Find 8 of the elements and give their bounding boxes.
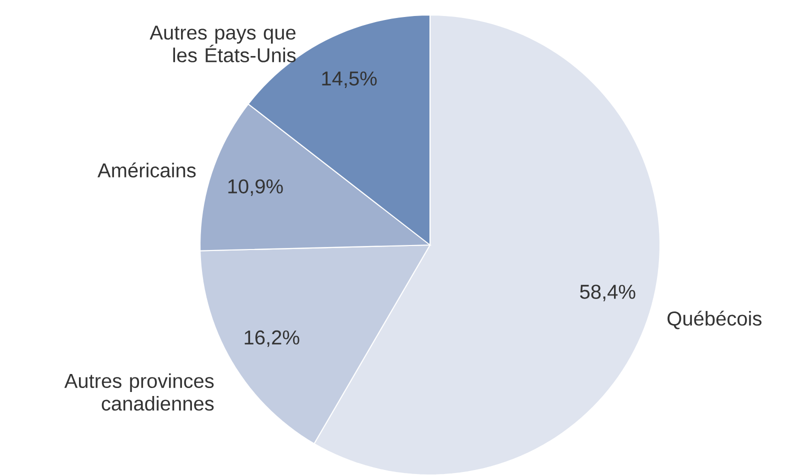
data-label: 58,4% xyxy=(580,284,636,302)
slice-label: Américains xyxy=(98,162,196,178)
data-label: 10,9% xyxy=(228,179,283,196)
data-label: 14,5% xyxy=(322,72,377,88)
slice-label: Autres provinces canadiennes xyxy=(64,373,214,411)
slice-label: Autres pays que les États-Unis xyxy=(150,26,296,62)
slice-label: Québécois xyxy=(668,310,762,330)
data-label: 16,2% xyxy=(244,330,300,347)
